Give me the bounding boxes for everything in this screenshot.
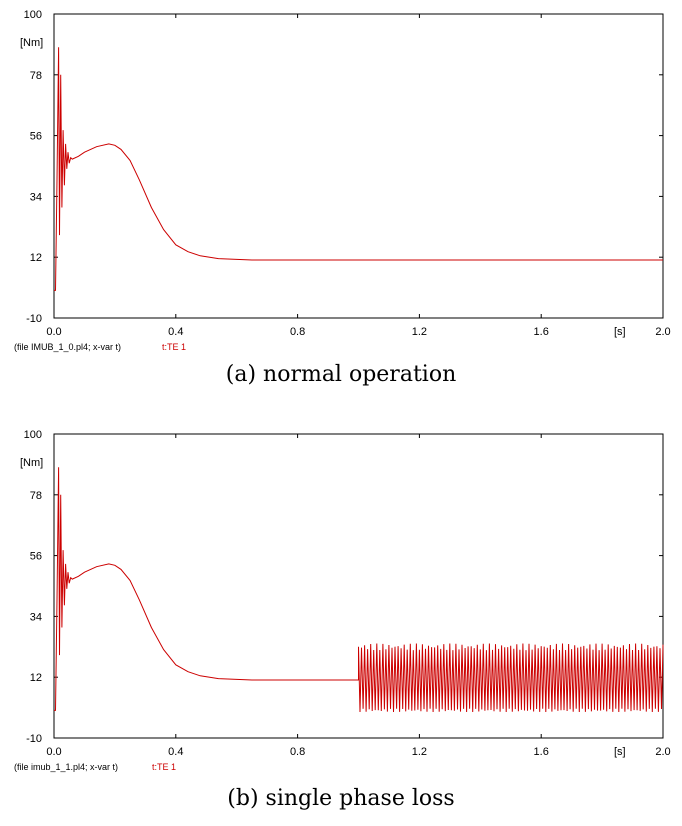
x-tick-label: 0.0 <box>46 746 61 758</box>
x-tick-label: 2.0 <box>655 326 670 338</box>
x-tick-label: 0.8 <box>290 746 305 758</box>
y-tick-label: 78 <box>30 490 42 502</box>
caption-a: (a) normal operation <box>225 362 457 387</box>
y-tick-label: 100 <box>24 429 42 441</box>
y-tick-label: 56 <box>30 131 42 143</box>
y-tick-label: 56 <box>30 551 42 563</box>
series-line <box>54 467 664 713</box>
x-tick-label: 2.0 <box>655 746 670 758</box>
caption-b: (b) single phase loss <box>227 786 455 811</box>
plot-frame <box>53 433 664 739</box>
y-tick-label: -10 <box>26 733 42 745</box>
x-tick-label: 0.4 <box>168 326 183 338</box>
y-tick-label: 12 <box>30 252 42 264</box>
y-unit-label: [Nm] <box>20 457 43 469</box>
file-label: (file IMUB_1_0.pl4; x-var t) <box>14 342 121 352</box>
x-tick-label: 1.6 <box>534 746 549 758</box>
y-tick-label: 100 <box>24 9 42 21</box>
x-unit-label: [s] <box>614 746 626 758</box>
x-tick-label: 0.8 <box>290 326 305 338</box>
series-label: t:TE 1 <box>152 762 176 772</box>
x-unit-label: [s] <box>614 326 626 338</box>
y-unit-label: [Nm] <box>20 37 43 49</box>
y-ticks: -10 12 34 56 78 100 <box>24 429 663 745</box>
y-tick-label: 34 <box>30 611 42 623</box>
x-tick-label: 1.6 <box>534 326 549 338</box>
y-tick-label: -10 <box>26 313 42 325</box>
chart-b: -10 12 34 56 78 100 0.0 0.4 0.8 1.2 1.6 2.0 [Nm] [… <box>14 429 671 772</box>
series-line <box>54 47 663 291</box>
y-ticks: -10 12 34 56 78 100 <box>24 9 663 325</box>
plot-frame <box>53 13 664 319</box>
file-label: (file imub_1_1.pl4; x-var t) <box>14 762 118 772</box>
x-tick-label: 0.0 <box>46 326 61 338</box>
x-tick-label: 1.2 <box>412 326 427 338</box>
y-tick-label: 12 <box>30 672 42 684</box>
y-tick-label: 78 <box>30 70 42 82</box>
x-ticks: 0.0 0.4 0.8 1.2 1.6 2.0 <box>46 434 671 758</box>
chart-a: -10 12 34 56 78 100 0.0 0.4 0.8 1.2 1.6 2.0 [Nm] [… <box>14 9 671 352</box>
series-label: t:TE 1 <box>162 342 186 352</box>
x-tick-label: 1.2 <box>412 746 427 758</box>
x-tick-label: 0.4 <box>168 746 183 758</box>
x-ticks: 0.0 0.4 0.8 1.2 1.6 2.0 <box>46 14 671 338</box>
y-tick-label: 34 <box>30 191 42 203</box>
